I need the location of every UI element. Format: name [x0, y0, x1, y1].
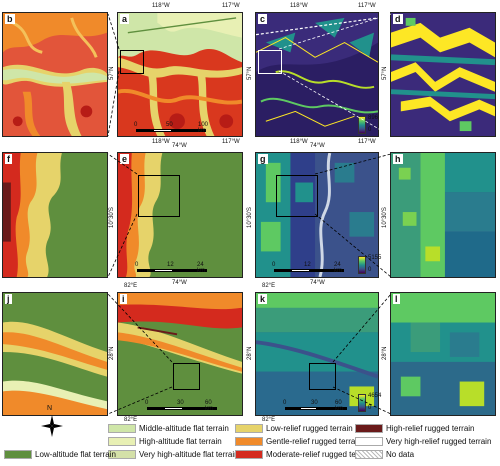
- bottom-lon-c2: 117°W: [358, 139, 376, 145]
- top-lon-c2: 117°W: [358, 3, 376, 9]
- panel-label-e: e: [120, 154, 130, 164]
- colorbar-c-max: 896: [368, 115, 379, 121]
- top-lon-i: 82°E: [124, 283, 138, 289]
- legend-item: Low-altitude flat terrain: [4, 450, 116, 459]
- map-panel-d: d: [390, 12, 496, 137]
- top-lon-k: 82°E: [262, 283, 276, 289]
- inset-box: [276, 175, 318, 217]
- scale-bar-g: 0 12 24 km: [272, 262, 344, 274]
- inset-box: [173, 363, 200, 390]
- top-lon-a2: 117°W: [222, 3, 240, 9]
- colorbar-g-max: 5155: [368, 255, 382, 261]
- lat-d: 57°N: [382, 66, 388, 80]
- panel-label-i: i: [120, 294, 127, 304]
- north-label: N: [47, 405, 53, 412]
- colorbar-g: [358, 256, 366, 274]
- legend-item: Gentle-relief rugged terrain: [235, 437, 362, 446]
- lat-l: 28°N: [382, 346, 388, 360]
- legend-item: Low-relief rugged terrain: [235, 424, 353, 433]
- map-panel-h: h: [390, 152, 496, 278]
- panel-label-g: g: [258, 154, 268, 164]
- legend-item: Very high-altitude flat terrain: [108, 450, 239, 459]
- legend-item: No data: [355, 450, 414, 459]
- north-arrow-icon: [41, 415, 63, 437]
- lat-e: 10°30'S: [109, 207, 115, 228]
- panel-label-l: l: [393, 294, 400, 304]
- map-panel-l: l: [390, 292, 496, 416]
- panel-label-h: h: [393, 154, 403, 164]
- colorbar-c: [358, 116, 366, 134]
- colorbar-k-max: 4654: [368, 393, 382, 399]
- panel-label-b: b: [5, 14, 15, 24]
- panel-label-k: k: [258, 294, 268, 304]
- panel-label-d: d: [393, 14, 403, 24]
- panel-label-j: j: [5, 294, 12, 304]
- legend-item: Very high-relief rugged terrain: [355, 437, 491, 446]
- top-lon-c1: 118°W: [290, 3, 308, 9]
- map-panel-i: i: [117, 292, 243, 416]
- lat-k: 28°N: [247, 346, 253, 360]
- scale-bar-e: 0 12 24 km: [135, 262, 207, 274]
- bottom-lon-a1: 118°W: [152, 139, 170, 145]
- map-panel-a: a: [117, 12, 243, 137]
- inset-box: [138, 175, 180, 217]
- bottom-lon-g: 74°W: [310, 280, 325, 286]
- legend-item: Middle-altitude flat terrain: [108, 424, 229, 433]
- scale-bar-i: 0 30 60 km: [145, 400, 217, 414]
- lat-c: 57°N: [247, 66, 253, 80]
- bottom-lon-e: 74°W: [172, 280, 187, 286]
- map-panel-j: j: [2, 292, 108, 416]
- top-lon-e: 74°W: [172, 143, 187, 149]
- inset-box: [258, 50, 282, 74]
- bottom-lon-k: 82°E: [262, 417, 276, 423]
- legend: Middle-altitude flat terrain High-altitu…: [0, 420, 500, 466]
- legend-item: High-relief rugged terrain: [355, 424, 475, 433]
- colorbar-c-min: 0: [368, 127, 372, 133]
- lat-h: 10°30'S: [382, 207, 388, 228]
- map-panel-f: f: [2, 152, 108, 278]
- colorbar-g-min: 0: [368, 267, 372, 273]
- panel-label-f: f: [5, 154, 12, 164]
- colorbar-k: [358, 394, 366, 412]
- legend-item: High-altitude flat terrain: [108, 437, 222, 446]
- scale-bar-a: 0 50 100 km: [134, 122, 209, 134]
- lat-i: 28°N: [109, 346, 115, 360]
- bottom-lon-a2: 117°W: [222, 139, 240, 145]
- panel-label-c: c: [258, 14, 268, 24]
- map-panel-e: e: [117, 152, 243, 278]
- legend-item: Moderate-relief rugged terrain: [235, 450, 372, 459]
- bottom-lon-c1: 118°W: [290, 139, 308, 145]
- top-lon-g: 74°W: [310, 143, 325, 149]
- bottom-lon-i: 82°E: [124, 417, 138, 423]
- scale-bar-k: 0 30 60 km: [283, 400, 347, 414]
- lat-a: 57°N: [109, 66, 115, 80]
- top-lon-a1: 118°W: [152, 3, 170, 9]
- inset-box: [309, 363, 336, 390]
- panel-label-a: a: [120, 14, 130, 24]
- map-panel-b: b: [2, 12, 108, 137]
- lat-g: 10°30'S: [247, 207, 253, 228]
- colorbar-k-min: 0: [368, 405, 372, 411]
- inset-box: [120, 50, 144, 74]
